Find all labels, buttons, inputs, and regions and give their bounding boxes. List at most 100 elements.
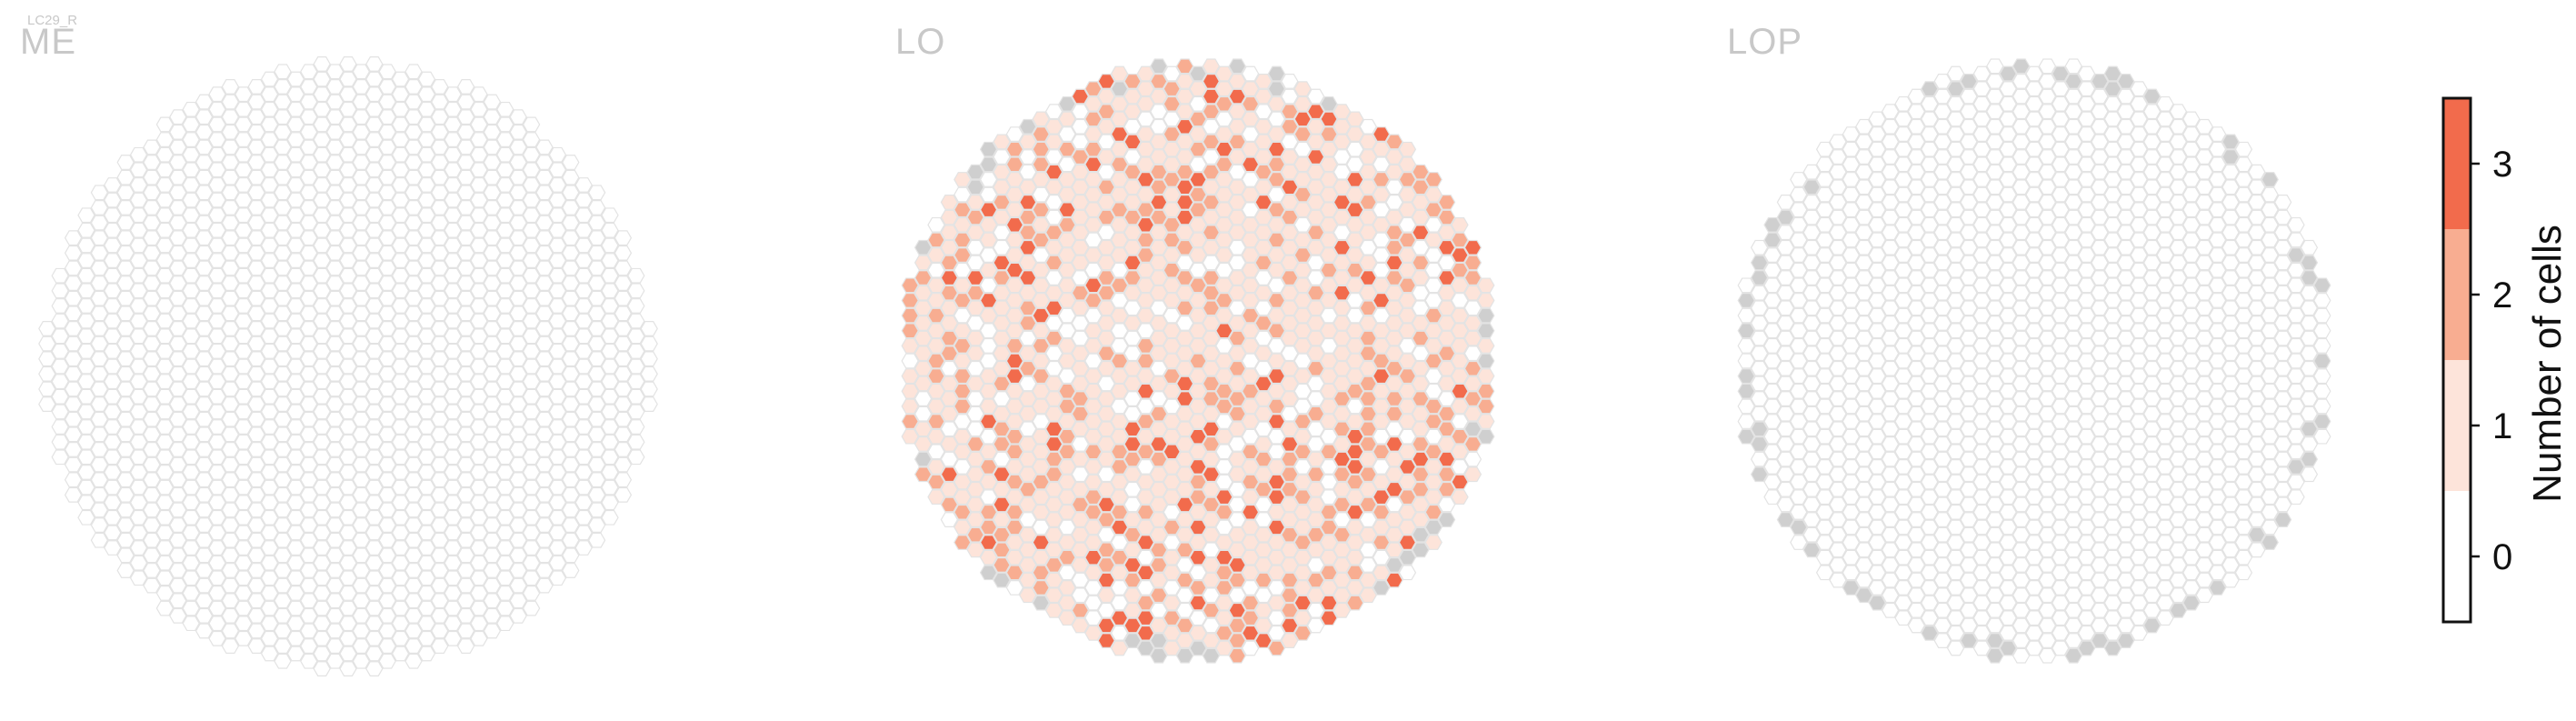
panel-lop xyxy=(1737,58,2331,664)
hex-cell-count-2 xyxy=(1058,216,1076,233)
hex-cell-count-0 xyxy=(1815,459,1834,475)
hex-cell-count-0 xyxy=(1933,617,1952,634)
hex-cell-count-0 xyxy=(352,563,371,578)
hex-cell-count-0 xyxy=(601,343,619,359)
hex-cell-count-0 xyxy=(378,290,396,306)
hex-cell-count-0 xyxy=(483,215,502,231)
hex-cell-count-0 xyxy=(2025,216,2043,233)
hex-cell-count-0 xyxy=(496,177,514,193)
hex-cell-count-0 xyxy=(1855,149,1873,165)
hex-cell-count-0 xyxy=(182,222,200,238)
hex-cell-count-0 xyxy=(444,86,462,103)
hex-cell-count-0 xyxy=(260,207,279,224)
hex-cell-count-1 xyxy=(1398,247,1417,263)
hex-cell-count-1 xyxy=(1175,225,1194,241)
hex-cell-count-3 xyxy=(1202,466,1221,483)
hex-cell-count-0 xyxy=(1320,428,1338,445)
hex-cell-count-0 xyxy=(2103,277,2122,294)
hex-cell-count-0 xyxy=(391,132,410,147)
hex-cell-count-0 xyxy=(260,328,279,345)
hex-cell-count-2 xyxy=(1163,126,1181,142)
hex-cell-count-0 xyxy=(1999,277,2017,294)
hex-cell-count-0 xyxy=(391,374,410,390)
hex-cell-count-1 xyxy=(1189,504,1207,520)
hex-cell-count-0 xyxy=(1084,353,1103,369)
hex-cell-count-0 xyxy=(2012,481,2031,497)
hex-cell-count-0 xyxy=(2064,572,2082,588)
hex-cell-count-0 xyxy=(1842,535,1861,550)
hex-cell-count-0 xyxy=(2038,587,2057,604)
hex-cell-count-0 xyxy=(1333,512,1352,527)
hex-cell-count-0 xyxy=(365,661,384,676)
hex-cell-count-0 xyxy=(1424,262,1443,278)
hex-cell-count-0 xyxy=(2248,451,2266,467)
hex-cell-count-1 xyxy=(966,451,984,467)
hex-cell-count-0 xyxy=(1189,610,1207,626)
hex-cell-count-0 xyxy=(574,177,593,193)
hex-cell-count-0 xyxy=(2091,255,2109,271)
hex-cell-count-0 xyxy=(116,305,135,322)
hex-cell-count-0 xyxy=(2169,104,2188,120)
hex-cell-count-0 xyxy=(1907,345,1926,362)
hex-cell-count-0 xyxy=(2234,293,2253,308)
hex-cell-count-1 xyxy=(1398,414,1417,429)
hex-cell-count-0 xyxy=(614,260,633,276)
hex-cell-count-0 xyxy=(456,321,475,336)
hex-cell-count-0 xyxy=(1960,330,1978,346)
hex-cell-count-0 xyxy=(562,321,580,336)
hex-cell-count-1 xyxy=(954,353,972,369)
hex-cell-count-0 xyxy=(1398,428,1417,445)
hex-cell-count-0 xyxy=(2130,625,2148,641)
hex-cell-count-0 xyxy=(2077,625,2096,641)
hex-cell-count-0 xyxy=(1972,202,1992,218)
hex-cell-count-2 xyxy=(1228,391,1246,406)
hex-cell-count-2 xyxy=(979,519,998,536)
hex-cell-count-0 xyxy=(2208,141,2227,157)
hex-cell-count-0 xyxy=(2208,489,2227,506)
hex-cell-count-0 xyxy=(2234,247,2253,263)
hex-cell-count-3 xyxy=(1293,595,1312,611)
hex-cell-count-1 xyxy=(1306,330,1325,346)
hex-cell-out-of-range xyxy=(1437,512,1456,527)
hex-cell-count-0 xyxy=(1855,481,1873,497)
hex-cell-count-1 xyxy=(1306,587,1325,604)
hex-cell-count-0 xyxy=(143,275,161,291)
hex-cell-count-0 xyxy=(1986,345,2004,362)
hex-cell-count-1 xyxy=(1150,345,1168,362)
hex-cell-count-0 xyxy=(274,381,292,397)
hex-cell-count-0 xyxy=(1986,88,2004,105)
hex-cell-count-0 xyxy=(404,532,423,548)
hex-cell-count-1 xyxy=(1333,255,1352,271)
hex-cell-count-1 xyxy=(1346,111,1364,127)
hex-cell-count-0 xyxy=(470,267,488,284)
hex-cell-count-0 xyxy=(300,351,318,367)
hex-cell-count-0 xyxy=(1960,451,1978,467)
hex-cell-count-3 xyxy=(1254,195,1273,210)
hex-cell-count-0 xyxy=(1228,481,1246,497)
hex-cell-count-0 xyxy=(404,366,423,382)
hex-cell-count-1 xyxy=(1228,195,1246,210)
hex-cell-count-0 xyxy=(456,486,475,503)
hex-cell-count-0 xyxy=(247,426,265,443)
hex-cell-count-0 xyxy=(496,374,514,390)
hex-cell-count-0 xyxy=(235,509,253,526)
hex-cell-count-0 xyxy=(169,577,187,594)
hex-cell-count-1 xyxy=(1372,565,1391,581)
hex-cell-count-0 xyxy=(1044,195,1063,210)
hex-cell-count-0 xyxy=(169,290,187,306)
hex-cell-count-3 xyxy=(1333,451,1352,467)
hex-cell-count-2 xyxy=(1359,406,1377,422)
hex-cell-count-0 xyxy=(2012,209,2031,225)
hex-cell-count-0 xyxy=(2025,172,2043,187)
hex-cell-count-0 xyxy=(548,525,567,541)
hex-cell-count-0 xyxy=(1372,459,1391,475)
hex-cell-count-0 xyxy=(1306,421,1325,437)
hex-cell-count-0 xyxy=(2117,104,2135,120)
hex-cell-count-0 xyxy=(2182,549,2201,566)
hex-cell-count-0 xyxy=(614,411,633,427)
hex-cell-count-0 xyxy=(2222,421,2240,437)
colorbar-segment-3 xyxy=(2443,98,2471,229)
hex-cell-count-0 xyxy=(927,262,945,278)
hex-cell-count-0 xyxy=(247,155,265,170)
hex-cell-count-2 xyxy=(1228,360,1246,376)
